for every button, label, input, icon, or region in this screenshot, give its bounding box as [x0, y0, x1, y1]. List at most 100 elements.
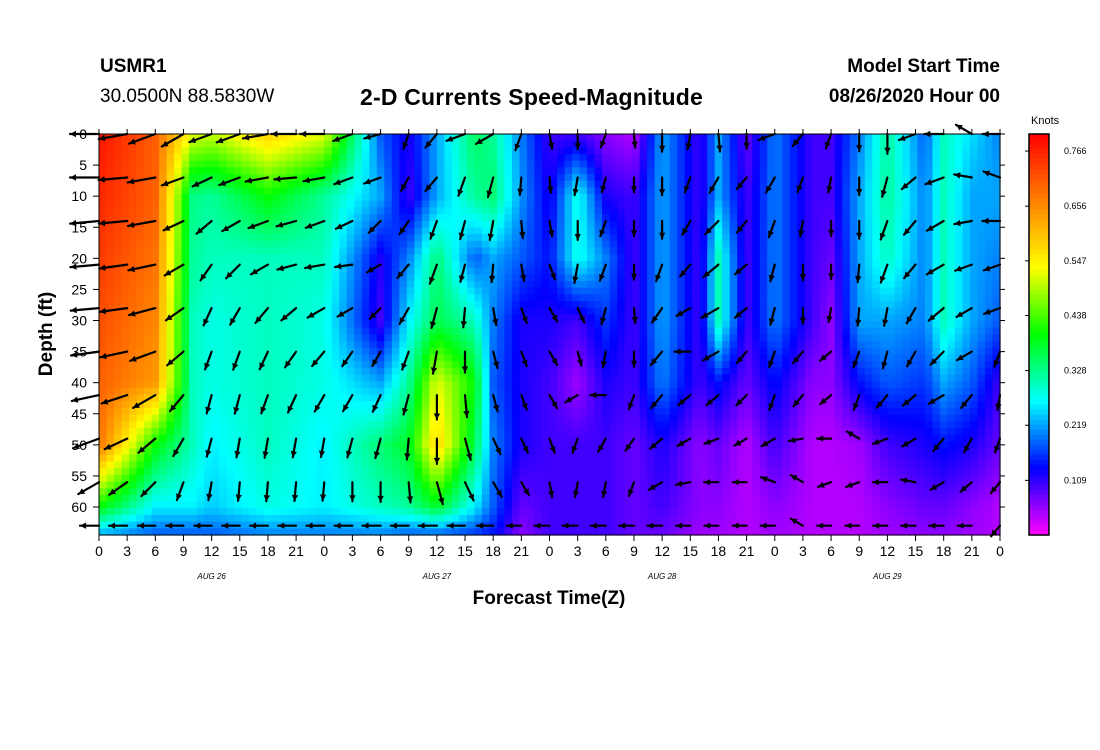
heatmap-cell [369, 354, 378, 362]
heatmap-cell [609, 361, 618, 369]
heatmap-cell [819, 321, 828, 329]
heatmap-cell [767, 154, 776, 162]
heatmap-cell [939, 194, 949, 202]
heatmap-cell [954, 381, 964, 389]
heatmap-cell [324, 341, 333, 349]
heatmap-cell [429, 408, 438, 416]
heatmap-cell [459, 387, 468, 396]
heatmap-cell [151, 240, 160, 249]
heatmap-cell [557, 301, 566, 309]
heatmap-cell [977, 274, 986, 282]
heatmap-cell [324, 361, 333, 369]
heatmap-cell [414, 260, 423, 269]
heatmap-cell [579, 361, 588, 369]
heatmap-cell [174, 374, 183, 382]
heatmap-cell [166, 180, 175, 189]
heatmap-cell [219, 387, 228, 396]
heatmap-cell [346, 167, 355, 175]
heatmap-cell [954, 347, 964, 356]
heatmap-cell [271, 240, 280, 249]
heatmap-cell [526, 374, 536, 382]
heatmap-cell [256, 334, 265, 342]
heatmap-cell [549, 160, 558, 169]
heatmap-cell [632, 367, 641, 376]
heatmap-cell [114, 267, 123, 275]
heatmap-cell [219, 154, 228, 162]
heatmap-cell [496, 134, 506, 142]
heatmap-cell [909, 187, 919, 195]
heatmap-cell [609, 174, 618, 182]
heatmap-cell [887, 361, 896, 369]
heatmap-cell [932, 361, 941, 369]
heatmap-cell [391, 254, 400, 262]
heatmap-cell [541, 180, 551, 189]
heatmap-cell [429, 187, 438, 195]
heatmap-cell [654, 321, 663, 329]
heatmap-cell [939, 267, 949, 275]
heatmap-cell [339, 174, 348, 182]
heatmap-cell [587, 167, 596, 175]
heatmap-cell [211, 260, 220, 269]
heatmap-cell [301, 341, 310, 349]
heatmap-cell [782, 334, 791, 342]
heatmap-cell [624, 374, 633, 382]
heatmap-cell [181, 227, 190, 235]
heatmap-cell [827, 187, 836, 195]
heatmap-cell [812, 321, 821, 329]
heatmap-cell [842, 240, 851, 249]
heatmap-cell [541, 301, 551, 309]
heatmap-cell [361, 354, 370, 362]
heatmap-cell [144, 381, 153, 389]
heatmap-cell [939, 220, 949, 229]
heatmap-cell [879, 341, 888, 349]
heatmap-cell [174, 361, 183, 369]
heatmap-cell [609, 381, 618, 389]
heatmap-cell [707, 214, 716, 222]
heatmap-cell [752, 287, 761, 295]
heatmap-cell [181, 134, 190, 142]
heatmap-cell [451, 154, 460, 162]
heatmap-cell [286, 314, 295, 322]
heatmap-cell [466, 147, 476, 155]
heatmap-cell [211, 281, 220, 289]
heatmap-cell [812, 367, 821, 376]
heatmap-cell [722, 214, 731, 222]
heatmap-cell [654, 207, 663, 215]
heatmap-cell [339, 367, 348, 376]
heatmap-cell [444, 207, 453, 215]
heatmap-cell [819, 274, 828, 282]
heatmap-cell [797, 361, 806, 369]
heatmap-cell [376, 321, 385, 329]
heatmap-cell [812, 281, 821, 289]
heatmap-cell [519, 147, 528, 155]
heatmap-cell [722, 234, 731, 242]
heatmap-cell [669, 307, 678, 316]
heatmap-cell [969, 287, 979, 295]
heatmap-cell [557, 334, 566, 342]
heatmap-cell [782, 301, 791, 309]
heatmap-cell [647, 294, 656, 302]
heatmap-cell [444, 167, 453, 175]
heatmap-cell [887, 274, 896, 282]
heatmap-cell [729, 401, 738, 409]
heatmap-cell [594, 200, 603, 209]
heatmap-cell [316, 134, 325, 142]
heatmap-cell [572, 260, 581, 269]
heatmap-cell [444, 281, 453, 289]
heatmap-cell [834, 194, 843, 202]
heatmap-cell [947, 134, 956, 142]
heatmap-cell [624, 307, 633, 316]
heatmap-cell [782, 147, 791, 155]
heatmap-cell [451, 200, 460, 209]
heatmap-cell [399, 334, 408, 342]
heatmap-cell [879, 367, 888, 376]
heatmap-cell [256, 387, 265, 396]
heatmap-cell [962, 387, 971, 396]
heatmap-cell [752, 274, 761, 282]
heatmap-cell [391, 314, 400, 322]
heatmap-cell [376, 194, 385, 202]
heatmap-cell [106, 287, 115, 295]
heatmap-cell [226, 401, 235, 409]
heatmap-cell [662, 281, 671, 289]
heatmap-cell [414, 274, 423, 282]
